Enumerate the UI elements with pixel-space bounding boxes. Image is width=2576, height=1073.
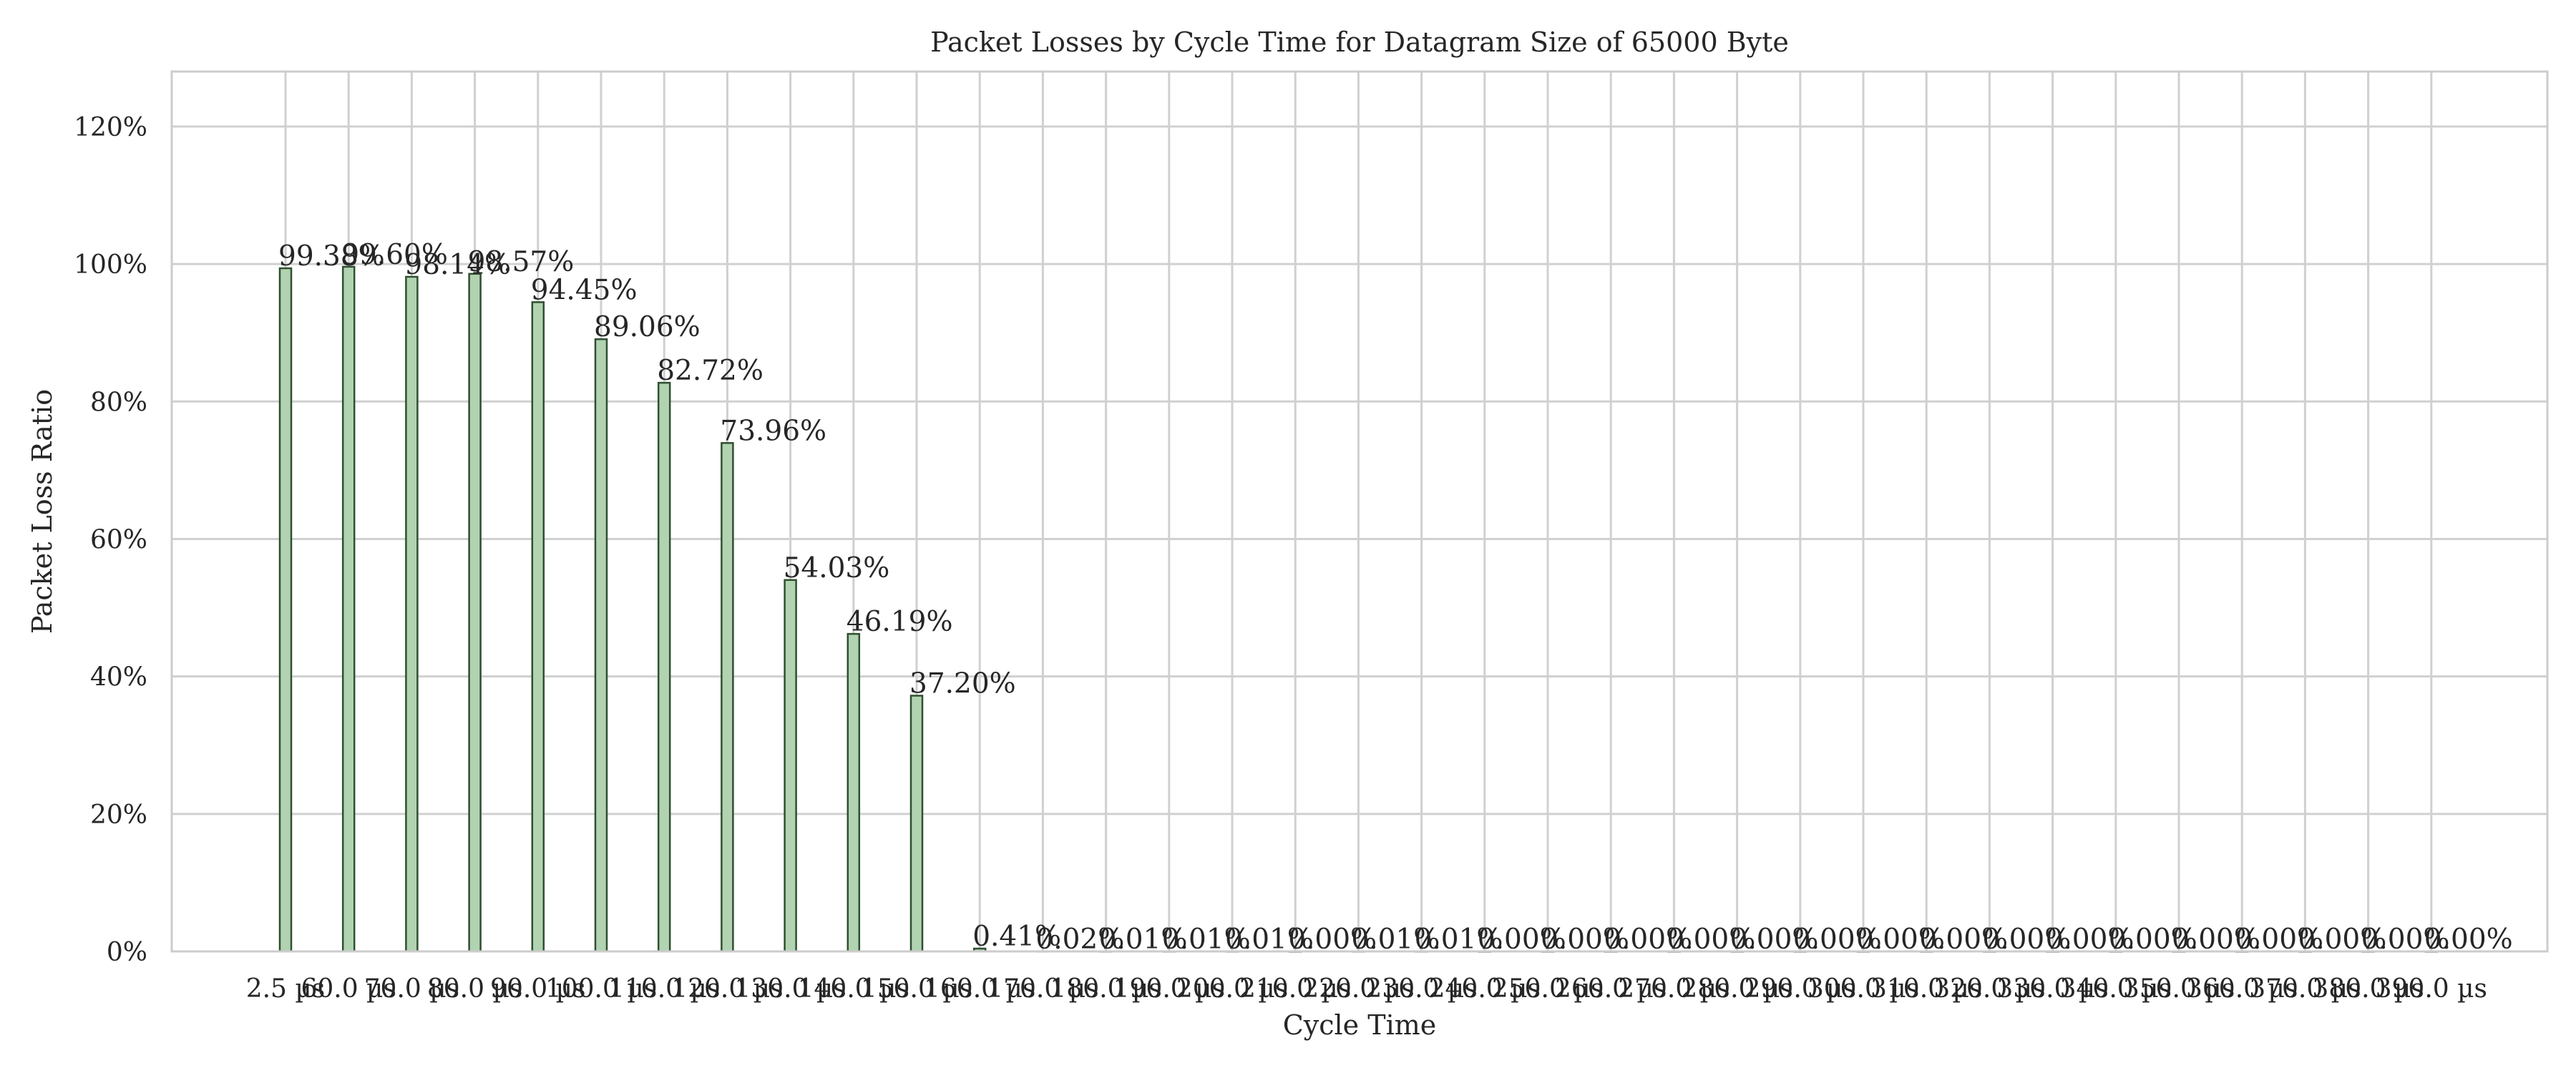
x-tick-label: 120.0 µs: [671, 974, 783, 1004]
x-tick-label: 380.0 µs: [2312, 974, 2424, 1004]
bar-value-label: 54.03%: [784, 552, 890, 584]
x-tick-label: 90.0 µs: [490, 974, 585, 1004]
bar: [721, 442, 734, 953]
bar: [657, 381, 671, 953]
bar: [847, 632, 861, 953]
x-tick-label: 130.0 µs: [734, 974, 846, 1004]
y-tick-label: 80%: [90, 388, 147, 417]
x-tick-label: 140.0 µs: [798, 974, 909, 1004]
x-tick-label: 2.5 µs: [246, 974, 326, 1004]
bar-value-label: 0.41%: [972, 921, 1061, 953]
bar-value-label: 98.57%: [468, 246, 575, 278]
bar: [468, 273, 482, 953]
bar: [594, 338, 608, 953]
bar-value-label: 0.01%: [1099, 923, 1188, 956]
x-tick-label: 180.0 µs: [1050, 974, 1161, 1004]
x-tick-label: 370.0 µs: [2249, 974, 2361, 1004]
bar: [341, 265, 356, 953]
x-tick-label: 270.0 µs: [1618, 974, 1729, 1004]
x-tick-label: 210.0 µs: [1239, 974, 1351, 1004]
bar: [405, 275, 419, 953]
bar-value-label: 46.19%: [847, 606, 953, 638]
x-axis-label: Cycle Time: [1283, 1009, 1437, 1041]
y-tick-label: 40%: [90, 663, 147, 692]
bar-value-label: 0.01%: [1415, 923, 1503, 956]
bar-value-label: 82.72%: [657, 355, 763, 387]
plot-frame: [170, 70, 2549, 953]
x-tick-label: 300.0 µs: [1807, 974, 1919, 1004]
x-tick-label: 190.0 µs: [1113, 974, 1225, 1004]
x-tick-label: 200.0 µs: [1176, 974, 1288, 1004]
y-tick-label: 100%: [74, 250, 147, 280]
y-tick-label: 60%: [90, 525, 147, 554]
bar-value-label: 37.20%: [909, 668, 1016, 700]
y-tick-label: 20%: [90, 800, 147, 830]
bar-value-label: 0.01%: [1162, 923, 1251, 956]
x-tick-label: 390.0 µs: [2376, 974, 2487, 1004]
x-tick-label: 340.0 µs: [2060, 974, 2172, 1004]
x-tick-label: 80.0 µs: [427, 974, 522, 1004]
y-axis-label: Packet Loss Ratio: [26, 389, 58, 634]
bar-value-label: 99.60%: [341, 239, 448, 271]
x-tick-label: 110.0 µs: [608, 974, 720, 1004]
bar: [531, 301, 545, 953]
x-tick-label: 230.0 µs: [1365, 974, 1477, 1004]
bar-value-label: 98.14%: [404, 249, 511, 281]
x-tick-label: 320.0 µs: [1933, 974, 2045, 1004]
y-tick-label: 120%: [74, 113, 147, 142]
x-tick-label: 220.0 µs: [1302, 974, 1414, 1004]
x-tick-label: 290.0 µs: [1745, 974, 1856, 1004]
x-tick-label: 350.0 µs: [2123, 974, 2235, 1004]
bar-value-label: 99.38%: [278, 240, 385, 273]
bar: [784, 579, 797, 953]
bar-value-label: 89.06%: [594, 311, 701, 343]
x-tick-label: 160.0 µs: [924, 974, 1035, 1004]
x-tick-label: 310.0 µs: [1870, 974, 1982, 1004]
x-tick-label: 100.0 µs: [545, 974, 657, 1004]
x-tick-label: 280.0 µs: [1681, 974, 1792, 1004]
x-tick-label: 60.0 µs: [301, 974, 396, 1004]
bar-value-label: 73.96%: [720, 415, 826, 447]
bar-value-label: 0.01%: [1351, 923, 1440, 956]
chart-title: Packet Losses by Cycle Time for Datagram…: [930, 26, 1789, 58]
x-tick-label: 150.0 µs: [861, 974, 972, 1004]
bar-value-label: 0.01%: [1225, 923, 1314, 956]
bar: [278, 267, 293, 953]
y-tick-label: 0%: [107, 938, 147, 967]
x-tick-label: 170.0 µs: [987, 974, 1098, 1004]
x-tick-label: 70.0 µs: [364, 974, 459, 1004]
bar-value-label: 94.45%: [531, 274, 638, 306]
bar-value-label: 0.02%: [1035, 923, 1124, 956]
x-tick-label: 260.0 µs: [1555, 974, 1667, 1004]
x-tick-label: 360.0 µs: [2186, 974, 2298, 1004]
bar: [909, 695, 924, 953]
x-tick-label: 330.0 µs: [1996, 974, 2108, 1004]
x-tick-label: 250.0 µs: [1492, 974, 1604, 1004]
x-tick-label: 240.0 µs: [1429, 974, 1541, 1004]
